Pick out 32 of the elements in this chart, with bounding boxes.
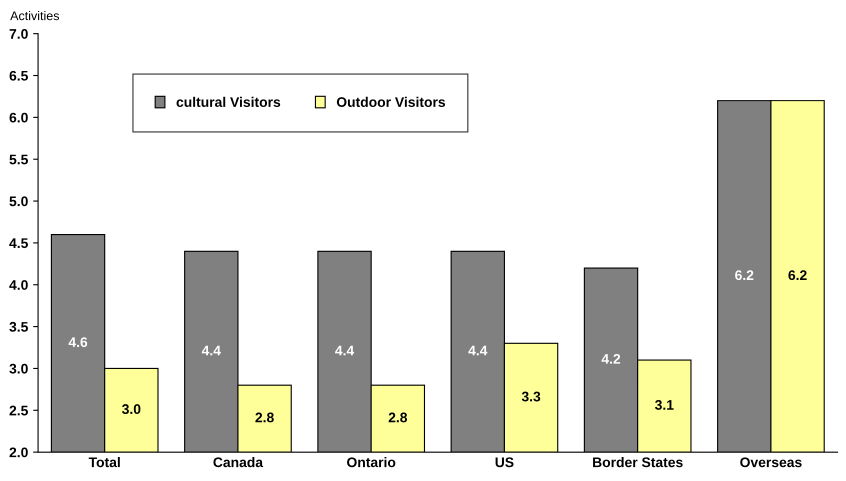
data-label: 3.0 <box>122 404 140 414</box>
y-tick-label: 3.5 <box>9 322 28 332</box>
y-tick-label: 2.0 <box>10 447 28 458</box>
data-label: 4.6 <box>68 337 88 348</box>
y-tick-label: 6.5 <box>10 70 28 81</box>
y-tick-label: 6.0 <box>10 112 28 123</box>
data-label: 3.1 <box>654 400 674 410</box>
x-tick-label: Canada <box>213 457 264 468</box>
x-tick-label: Ontario <box>347 457 396 468</box>
y-tick-label: 4.0 <box>9 280 28 290</box>
x-tick-label: US <box>496 457 514 468</box>
y-tick-label: 4.5 <box>9 238 28 248</box>
data-label: 3.3 <box>522 392 540 402</box>
legend-label: cultural Visitors <box>176 96 280 108</box>
y-tick-label: 2.5 <box>10 406 28 416</box>
y-tick-label: 5.0 <box>9 196 28 206</box>
y-tick-label: 7.0 <box>10 29 28 39</box>
y-tick-label: 5.5 <box>9 154 28 164</box>
data-label: 4.2 <box>602 354 620 364</box>
x-tick-label: Overseas <box>740 457 802 468</box>
x-tick-label: Total <box>88 457 120 468</box>
data-label: 2.8 <box>388 412 408 422</box>
data-label: 4.4 <box>335 346 354 356</box>
legend-label: Outdoor Visitors <box>336 96 446 108</box>
data-label: 6.2 <box>788 270 807 280</box>
data-label: 4.4 <box>202 346 221 356</box>
data-label: 4.4 <box>468 346 488 356</box>
data-label: 6.2 <box>735 270 754 280</box>
y-axis-title: Activities <box>10 11 60 20</box>
data-label: 2.8 <box>255 412 274 422</box>
y-tick-label: 3.0 <box>9 364 28 374</box>
x-tick-label: Border States <box>593 457 683 468</box>
